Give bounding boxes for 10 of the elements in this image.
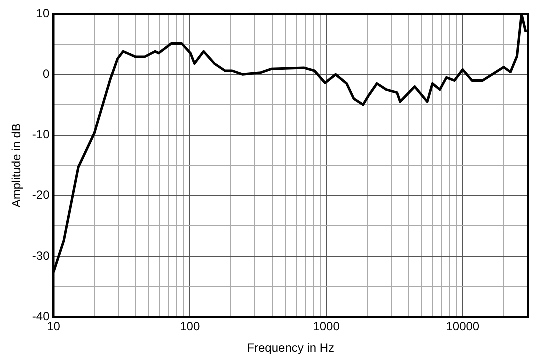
x-axis-title: Frequency in Hz bbox=[247, 341, 335, 356]
x-tick-label: 1000 bbox=[313, 320, 340, 334]
y-tick-label: -20 bbox=[32, 188, 50, 202]
y-tick-label: 0 bbox=[43, 66, 50, 81]
y-axis-title: Amplitude in dB bbox=[10, 124, 24, 208]
x-tick-label: 100 bbox=[180, 320, 200, 334]
y-tick-label: -10 bbox=[32, 128, 50, 142]
y-tick-label: 10 bbox=[36, 6, 50, 20]
y-tick-label: -30 bbox=[32, 248, 50, 263]
x-tick-label: 10000 bbox=[446, 320, 480, 334]
